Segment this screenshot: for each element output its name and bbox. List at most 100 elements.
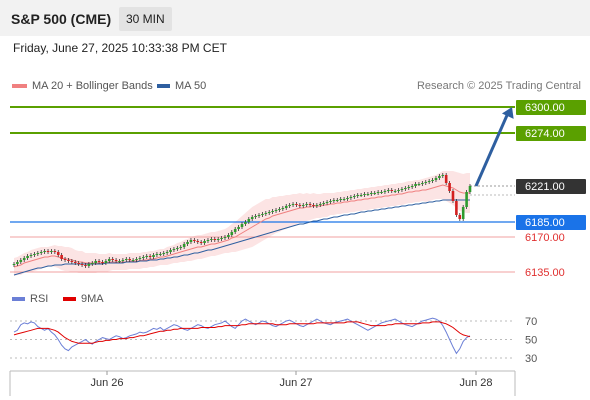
candle-body (135, 259, 138, 260)
candle-body (261, 214, 264, 215)
candle-body (451, 191, 455, 201)
candle-body (39, 252, 43, 253)
ma20-swatch (12, 84, 27, 89)
candle-body (165, 252, 169, 253)
candle-body (257, 215, 261, 216)
candle-body (387, 190, 390, 191)
legend-ma20-label: MA 20 + Bollinger Bands (32, 80, 153, 92)
candle-body (421, 183, 424, 184)
candle-body (301, 205, 305, 206)
candle-body (63, 259, 67, 260)
candle-body (363, 194, 366, 195)
candle-body (43, 251, 46, 252)
tag-6221-bg (516, 179, 586, 194)
candle-body (101, 262, 104, 263)
candle-body (390, 190, 394, 191)
candle-body (22, 258, 26, 260)
candle-body (176, 248, 179, 249)
candle-body (441, 175, 445, 176)
candle-body (210, 239, 213, 240)
candle-body (46, 251, 50, 252)
candle-body (284, 206, 288, 208)
candle-body (193, 240, 196, 241)
candle-body (223, 237, 227, 238)
candle-body (56, 252, 60, 255)
candle-body (356, 195, 360, 196)
candle-body (468, 186, 472, 192)
candle-body (318, 204, 322, 205)
candle-body (244, 222, 247, 224)
rsi-swatch (12, 297, 25, 302)
rsi-tick-70: 70 (525, 316, 537, 328)
candle-body (213, 239, 217, 240)
tag-6300-label: 6300.00 (525, 102, 565, 114)
legend-ma50-label: MA 50 (175, 80, 207, 92)
tag-6185-label: 6185.00 (525, 217, 565, 229)
candle-body (36, 253, 40, 254)
candle-body (308, 204, 312, 205)
x-tick-label: Jun 28 (459, 377, 492, 389)
candle-body (26, 256, 29, 258)
candle-body (264, 213, 268, 214)
candle-body (315, 205, 319, 206)
candle-body (67, 260, 70, 261)
candle-body (87, 264, 91, 266)
candle-body (461, 207, 465, 219)
candle-body (325, 202, 329, 203)
candle-body (298, 205, 302, 206)
rsi-tick-30: 30 (525, 353, 537, 365)
candle-body (410, 186, 414, 187)
legend-ma50: MA 50 (157, 80, 206, 92)
candle-body (271, 211, 274, 212)
candle-body (70, 261, 74, 262)
candle-body (455, 201, 458, 215)
candle-body (60, 255, 63, 259)
candle-body (346, 198, 349, 199)
candle-body (155, 254, 159, 255)
candle-body (400, 189, 404, 190)
candle-body (169, 250, 172, 252)
candle-body (124, 259, 128, 260)
candle-body (114, 260, 118, 261)
tag-6135-label: 6135.00 (525, 267, 565, 279)
candle-body (335, 200, 339, 201)
candle-body (349, 197, 353, 198)
candle-body (220, 238, 223, 239)
candle-body (305, 204, 308, 205)
candle-body (233, 229, 237, 232)
candle-body (142, 257, 145, 258)
candle-body (247, 219, 251, 222)
candle-body (444, 175, 448, 183)
candle-body (186, 242, 189, 244)
candle-body (196, 241, 200, 242)
legend-9ma: 9MA (63, 293, 104, 305)
candle-body (19, 260, 23, 262)
candle-body (131, 260, 135, 261)
candle-body (237, 227, 240, 229)
candle-body (118, 261, 121, 262)
candle-body (203, 241, 206, 243)
candle-body (250, 217, 254, 219)
candle-body (352, 196, 356, 197)
candle-body (267, 212, 271, 213)
legend-9ma-label: 9MA (81, 293, 104, 305)
candle-body (33, 254, 36, 255)
candle-body (376, 192, 380, 193)
tag-6221-label: 6221.00 (525, 181, 565, 193)
x-tick-label: Jun 26 (90, 377, 123, 389)
candle-body (295, 204, 298, 205)
candle-body (393, 191, 397, 192)
candle-body (104, 261, 108, 263)
research-credit: Research © 2025 Trading Central (416, 80, 581, 92)
timeframe-button[interactable]: 30 MIN (119, 7, 172, 31)
candle-body (97, 261, 101, 262)
candle-body (281, 208, 285, 209)
timestamp: Friday, June 27, 2025 10:33:38 PM CET (13, 41, 227, 55)
candle-body (339, 199, 342, 200)
candle-body (84, 265, 87, 266)
candle-body (240, 224, 244, 227)
candle-body (199, 242, 203, 243)
candle-body (216, 239, 220, 240)
candle-body (291, 204, 295, 205)
